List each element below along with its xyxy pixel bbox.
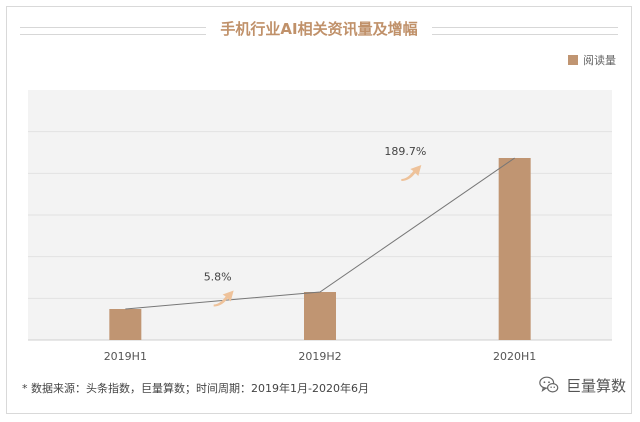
growth-arrow-icon	[401, 165, 422, 181]
growth-label: 5.8%	[204, 271, 232, 284]
growth-arrow-icon	[213, 290, 234, 307]
x-tick-label: 2020H1	[493, 350, 536, 363]
trend-line	[125, 157, 515, 310]
brand: 巨量算数	[538, 374, 626, 396]
title-decoration-right	[432, 27, 618, 35]
bar	[304, 292, 336, 340]
x-tick-label: 2019H1	[104, 350, 147, 363]
bar	[109, 309, 142, 340]
title-row: 手机行业AI相关资讯量及增幅	[6, 18, 632, 48]
brand-name: 巨量算数	[565, 376, 626, 395]
chart-title: 手机行业AI相关资讯量及增幅	[220, 20, 418, 38]
title-decoration-left	[20, 27, 206, 35]
legend-swatch	[568, 55, 578, 65]
x-tick-label: 2019H2	[298, 350, 341, 363]
bar	[498, 158, 531, 340]
wechat-icon	[539, 376, 559, 393]
legend-label: 阅读量	[583, 54, 616, 67]
source-note: * 数据来源：头条指数，巨量算数；时间周期：2019年1月-2020年6月	[22, 382, 369, 395]
legend: 阅读量	[568, 52, 616, 68]
growth-label: 189.7%	[384, 145, 426, 158]
